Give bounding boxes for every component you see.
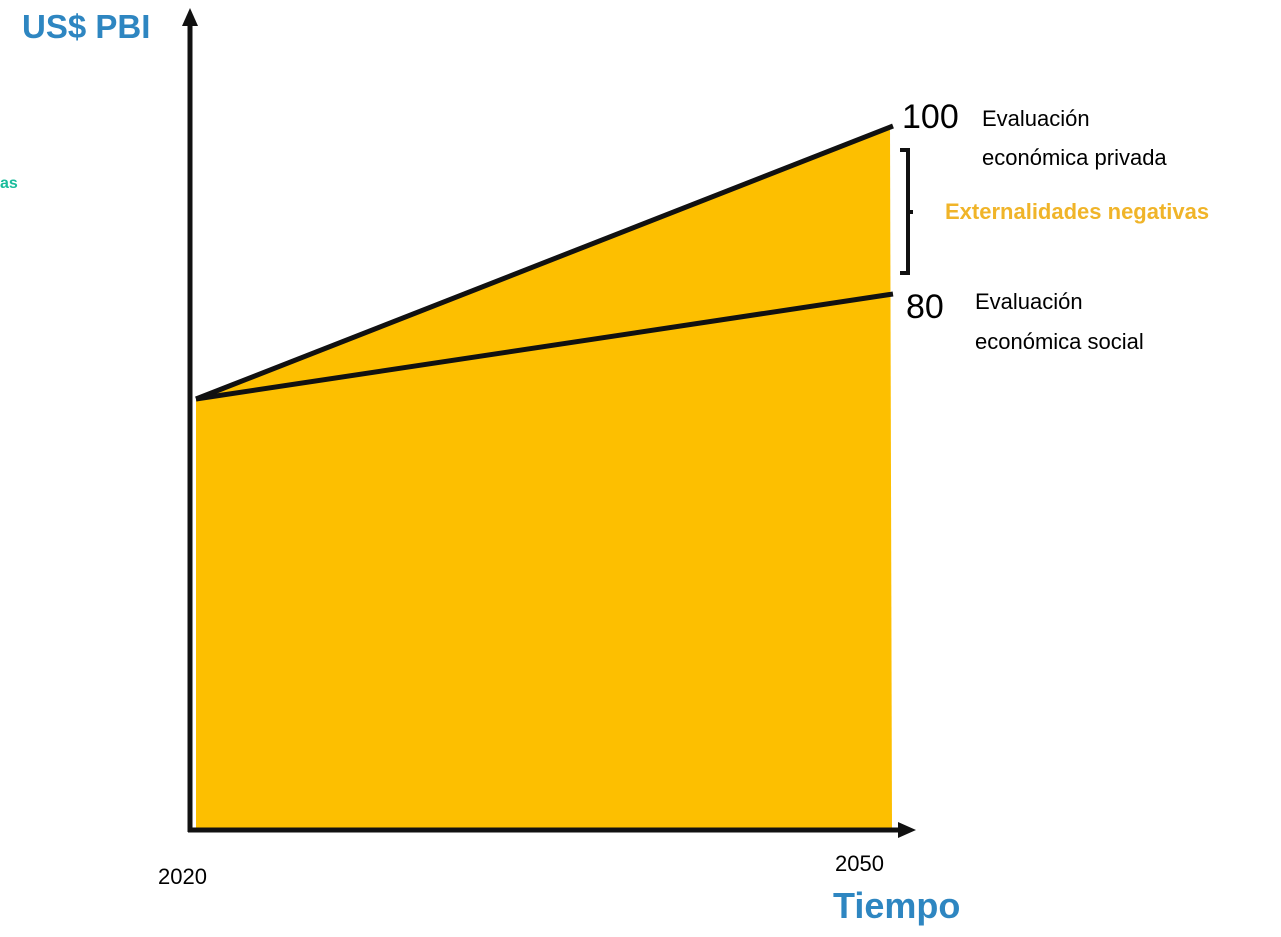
area-fill xyxy=(196,127,892,830)
social-evaluation-line xyxy=(195,291,894,402)
private-evaluation-label-line1: Evaluación xyxy=(982,106,1090,131)
y-axis-arrow xyxy=(182,8,198,26)
social-evaluation-label-line2: económica social xyxy=(975,329,1144,354)
private-evaluation-line xyxy=(195,123,894,402)
social-value-label: 80 xyxy=(906,288,944,326)
externalities-label: Externalidades negativas xyxy=(945,199,1210,224)
private-value-label: 100 xyxy=(902,98,959,136)
private-evaluation-label-line2: económica privada xyxy=(982,145,1167,170)
externalities-bracket xyxy=(900,148,913,275)
cut-off-text: as xyxy=(0,175,18,192)
x-tick-start: 2020 xyxy=(158,864,207,889)
x-axis-arrow xyxy=(898,822,916,838)
social-evaluation-label-line1: Evaluación xyxy=(975,289,1083,314)
y-axis-title: US$ PBI xyxy=(22,8,151,45)
x-axis-title: Tiempo xyxy=(833,885,961,926)
x-tick-end: 2050 xyxy=(835,851,884,876)
